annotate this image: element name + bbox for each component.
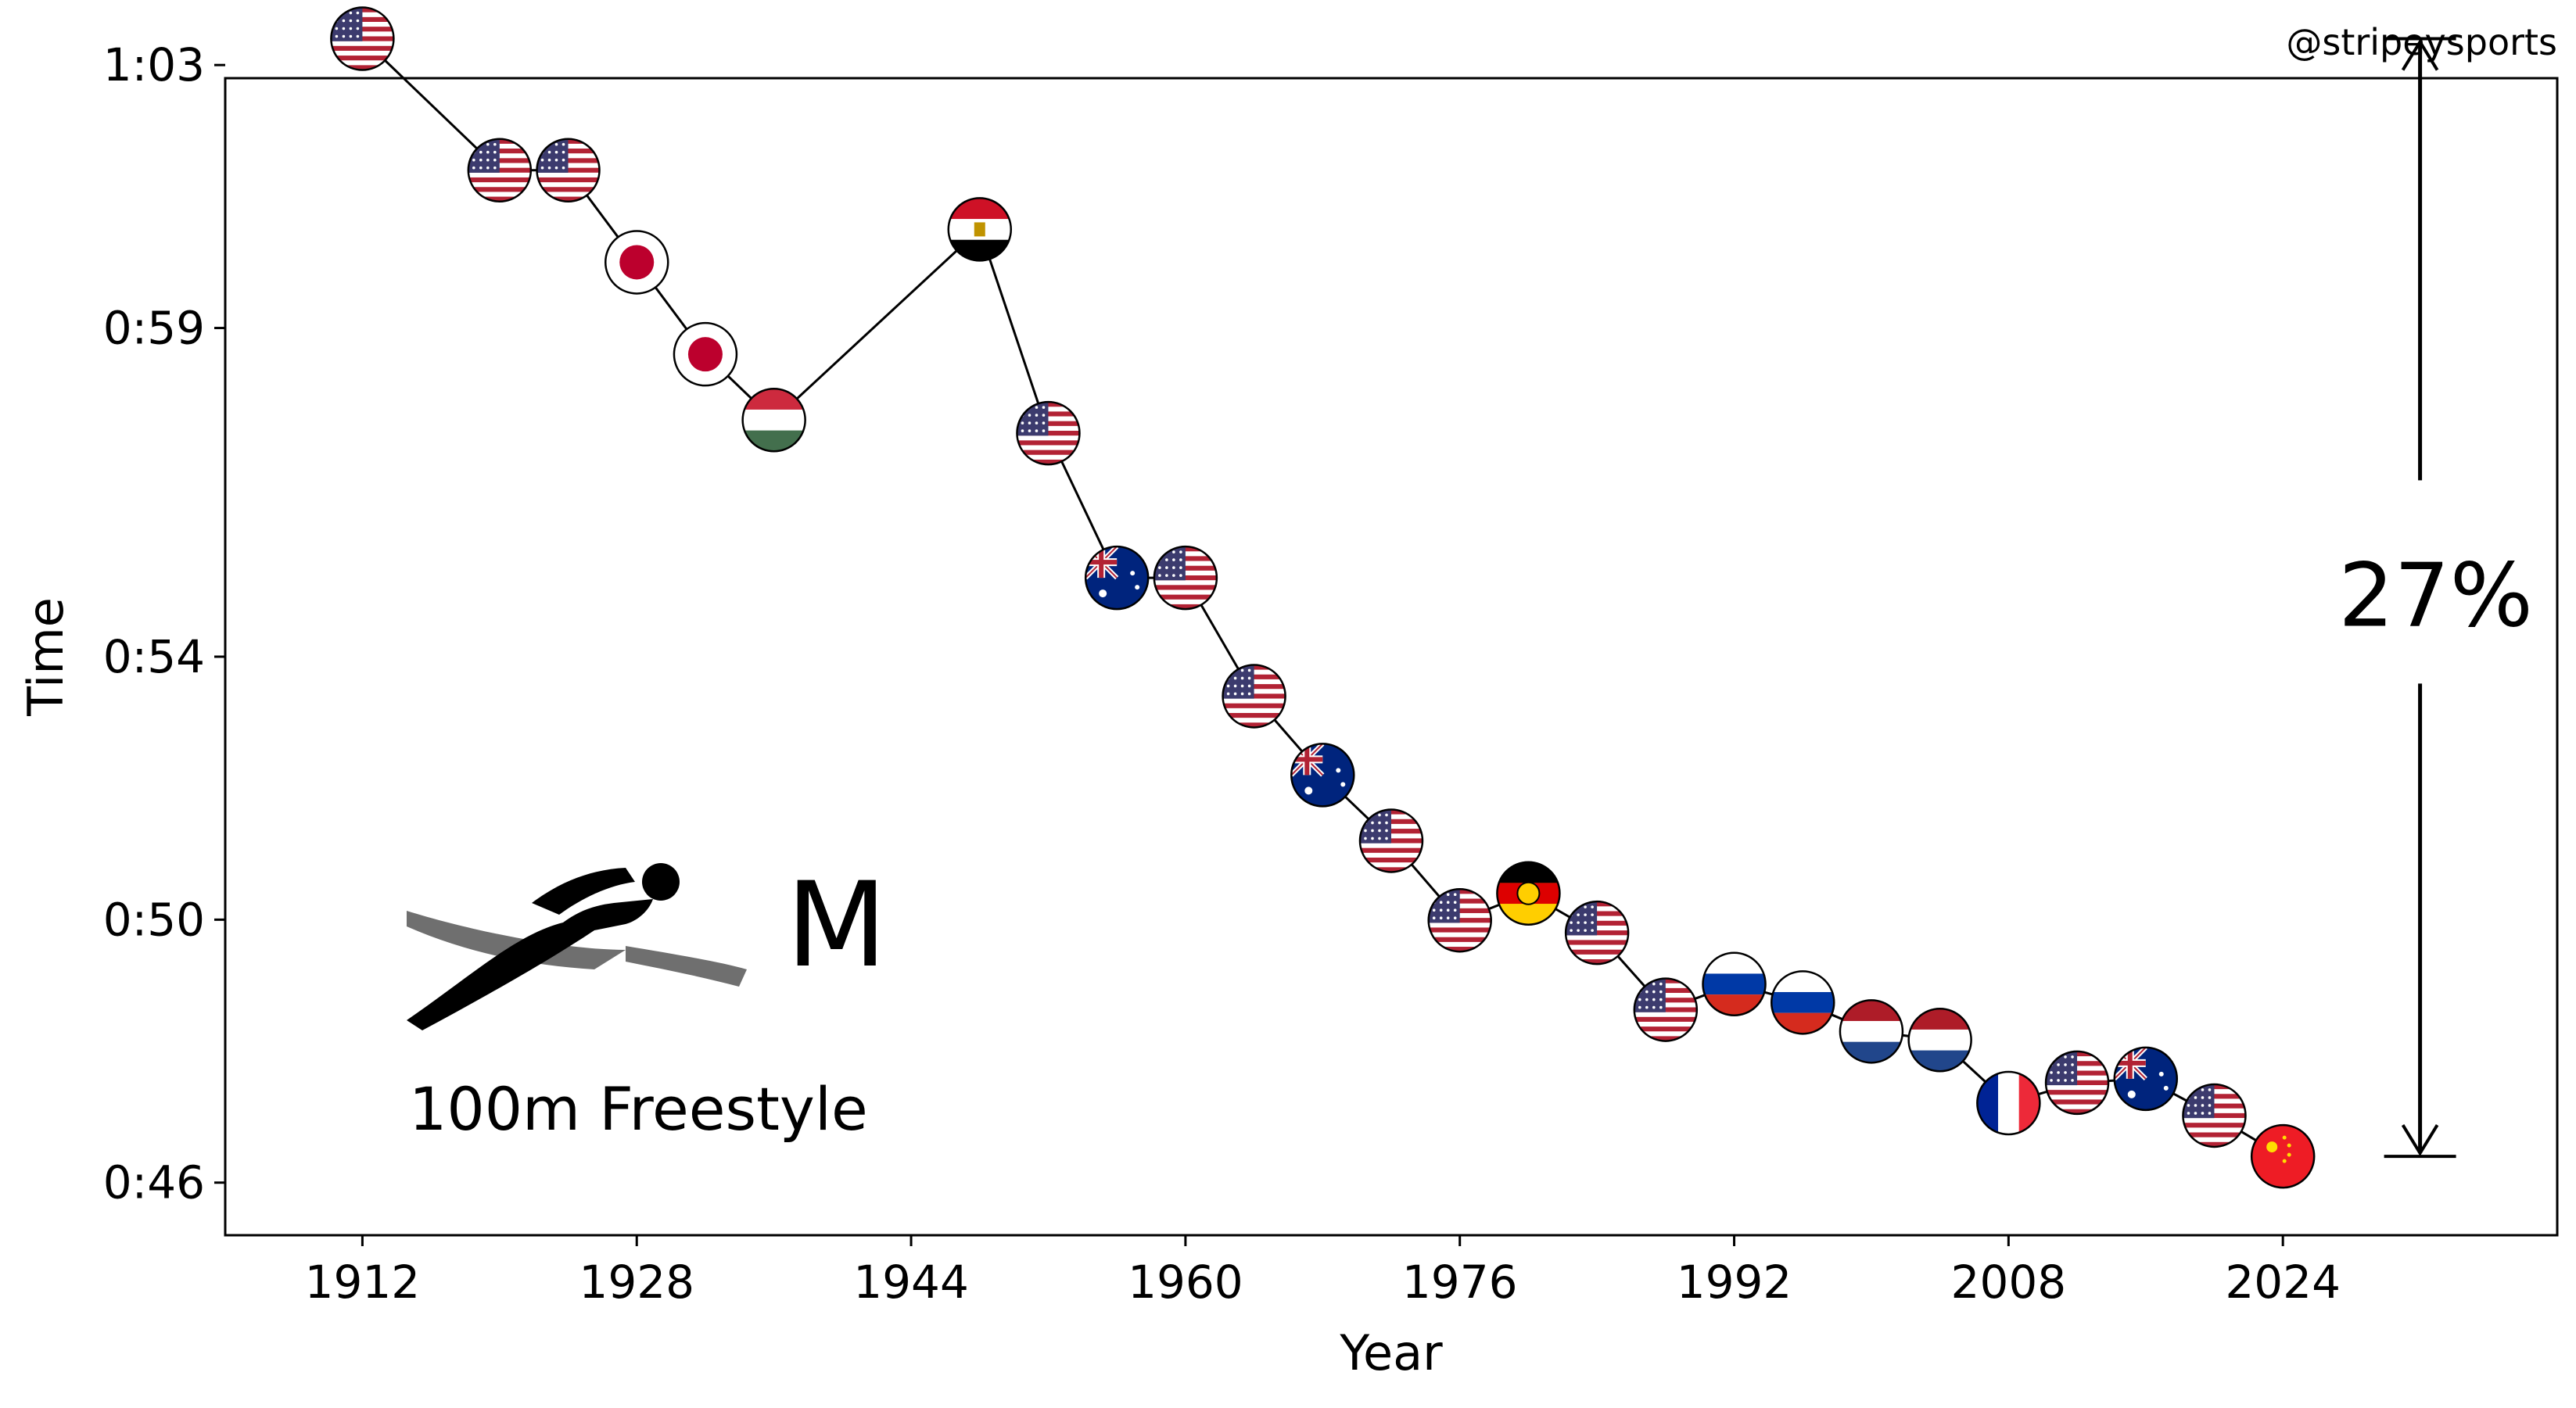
x-tick-label: 1960 [1128, 1256, 1243, 1309]
improvement-label: 27% [2338, 545, 2533, 647]
line-segment [773, 228, 981, 421]
marker-outline [1084, 545, 1150, 611]
marker-outline [1976, 1070, 2041, 1136]
series-line [361, 38, 2284, 1158]
marker-outline [1222, 664, 1286, 729]
y-tick-label: 0:50 [103, 893, 205, 946]
plot-frame [224, 77, 2559, 1237]
marker-outline [673, 321, 738, 387]
x-tick-label: 1928 [579, 1256, 694, 1309]
x-tick-label: 2024 [2225, 1256, 2341, 1309]
marker-china-flag [2251, 1125, 2315, 1188]
marker-outline [1496, 861, 1561, 926]
marker-usa-flag [1360, 809, 1423, 872]
marker-australia-flag [1085, 546, 1149, 610]
y-tick-label: 0:54 [103, 630, 205, 683]
marker-outline [947, 197, 1013, 262]
marker-outline [1907, 1008, 1972, 1073]
y-tick-label: 1:03 [103, 38, 205, 91]
marker-outline [2113, 1046, 2179, 1112]
marker-usa-flag [1153, 546, 1217, 610]
marker-japan-flag [673, 323, 737, 386]
x-axis-title: Year [1339, 1324, 1443, 1381]
marker-outline [1153, 545, 1218, 611]
arrowhead-up [2401, 38, 2439, 71]
y-tick-label: 0:59 [103, 302, 205, 355]
marker-outline [1016, 400, 1081, 466]
event-name: 100m Freestyle [409, 1074, 868, 1144]
marker-outline [330, 6, 395, 71]
marker-outline [1770, 970, 1835, 1035]
marker-usa-flag [1428, 889, 1491, 952]
marker-outline [2182, 1083, 2247, 1148]
x-tick-label: 1944 [853, 1256, 969, 1309]
x-tick-label: 1912 [305, 1256, 421, 1309]
line-segment [978, 228, 1049, 434]
x-axis: 1912 1928 1944 1960 1976 1992 2008 2024 [305, 1235, 2341, 1309]
marker-france-flag [1977, 1071, 2040, 1134]
marker-outline [1564, 900, 1630, 966]
gender-label: M [786, 858, 887, 994]
marker-outline [1633, 977, 1699, 1042]
y-axis: 0:46 0:50 0:54 0:59 1:03 [103, 38, 225, 1209]
marker-outline [2044, 1050, 2110, 1116]
improvement-annotation: 27% [2338, 37, 2533, 1159]
marker-outline [536, 138, 601, 202]
marker-outline [604, 230, 669, 295]
marker-outline [2250, 1123, 2316, 1189]
marker-usa-flag [1017, 402, 1080, 465]
swimmer-icon [407, 863, 747, 1030]
marker-australia-flag [1291, 743, 1354, 807]
marker-japan-flag [605, 231, 669, 294]
marker-usa-flag [331, 7, 394, 70]
marker-outline [467, 138, 533, 202]
data-markers [330, 6, 2316, 1189]
marker-outline [1358, 808, 1424, 873]
y-tick-label: 0:46 [103, 1156, 205, 1209]
marker-australia-flag [2114, 1047, 2177, 1110]
y-axis-title: Time [17, 597, 74, 717]
marker-outline [1839, 999, 1904, 1064]
x-tick-label: 1992 [1677, 1256, 1792, 1309]
marker-outline [1702, 951, 1767, 1017]
marker-outline [1290, 743, 1355, 808]
marker-usa-flag [468, 138, 531, 202]
x-tick-label: 1976 [1402, 1256, 1518, 1309]
marker-usa-flag [2183, 1084, 2246, 1147]
marker-outline [741, 388, 806, 453]
marker-outline [1427, 887, 1492, 953]
marker-usa-flag [536, 138, 600, 202]
x-tick-label: 2008 [1951, 1256, 2067, 1309]
marker-east-germany-flag [1497, 862, 1560, 925]
arrowhead-down [2401, 1124, 2439, 1156]
